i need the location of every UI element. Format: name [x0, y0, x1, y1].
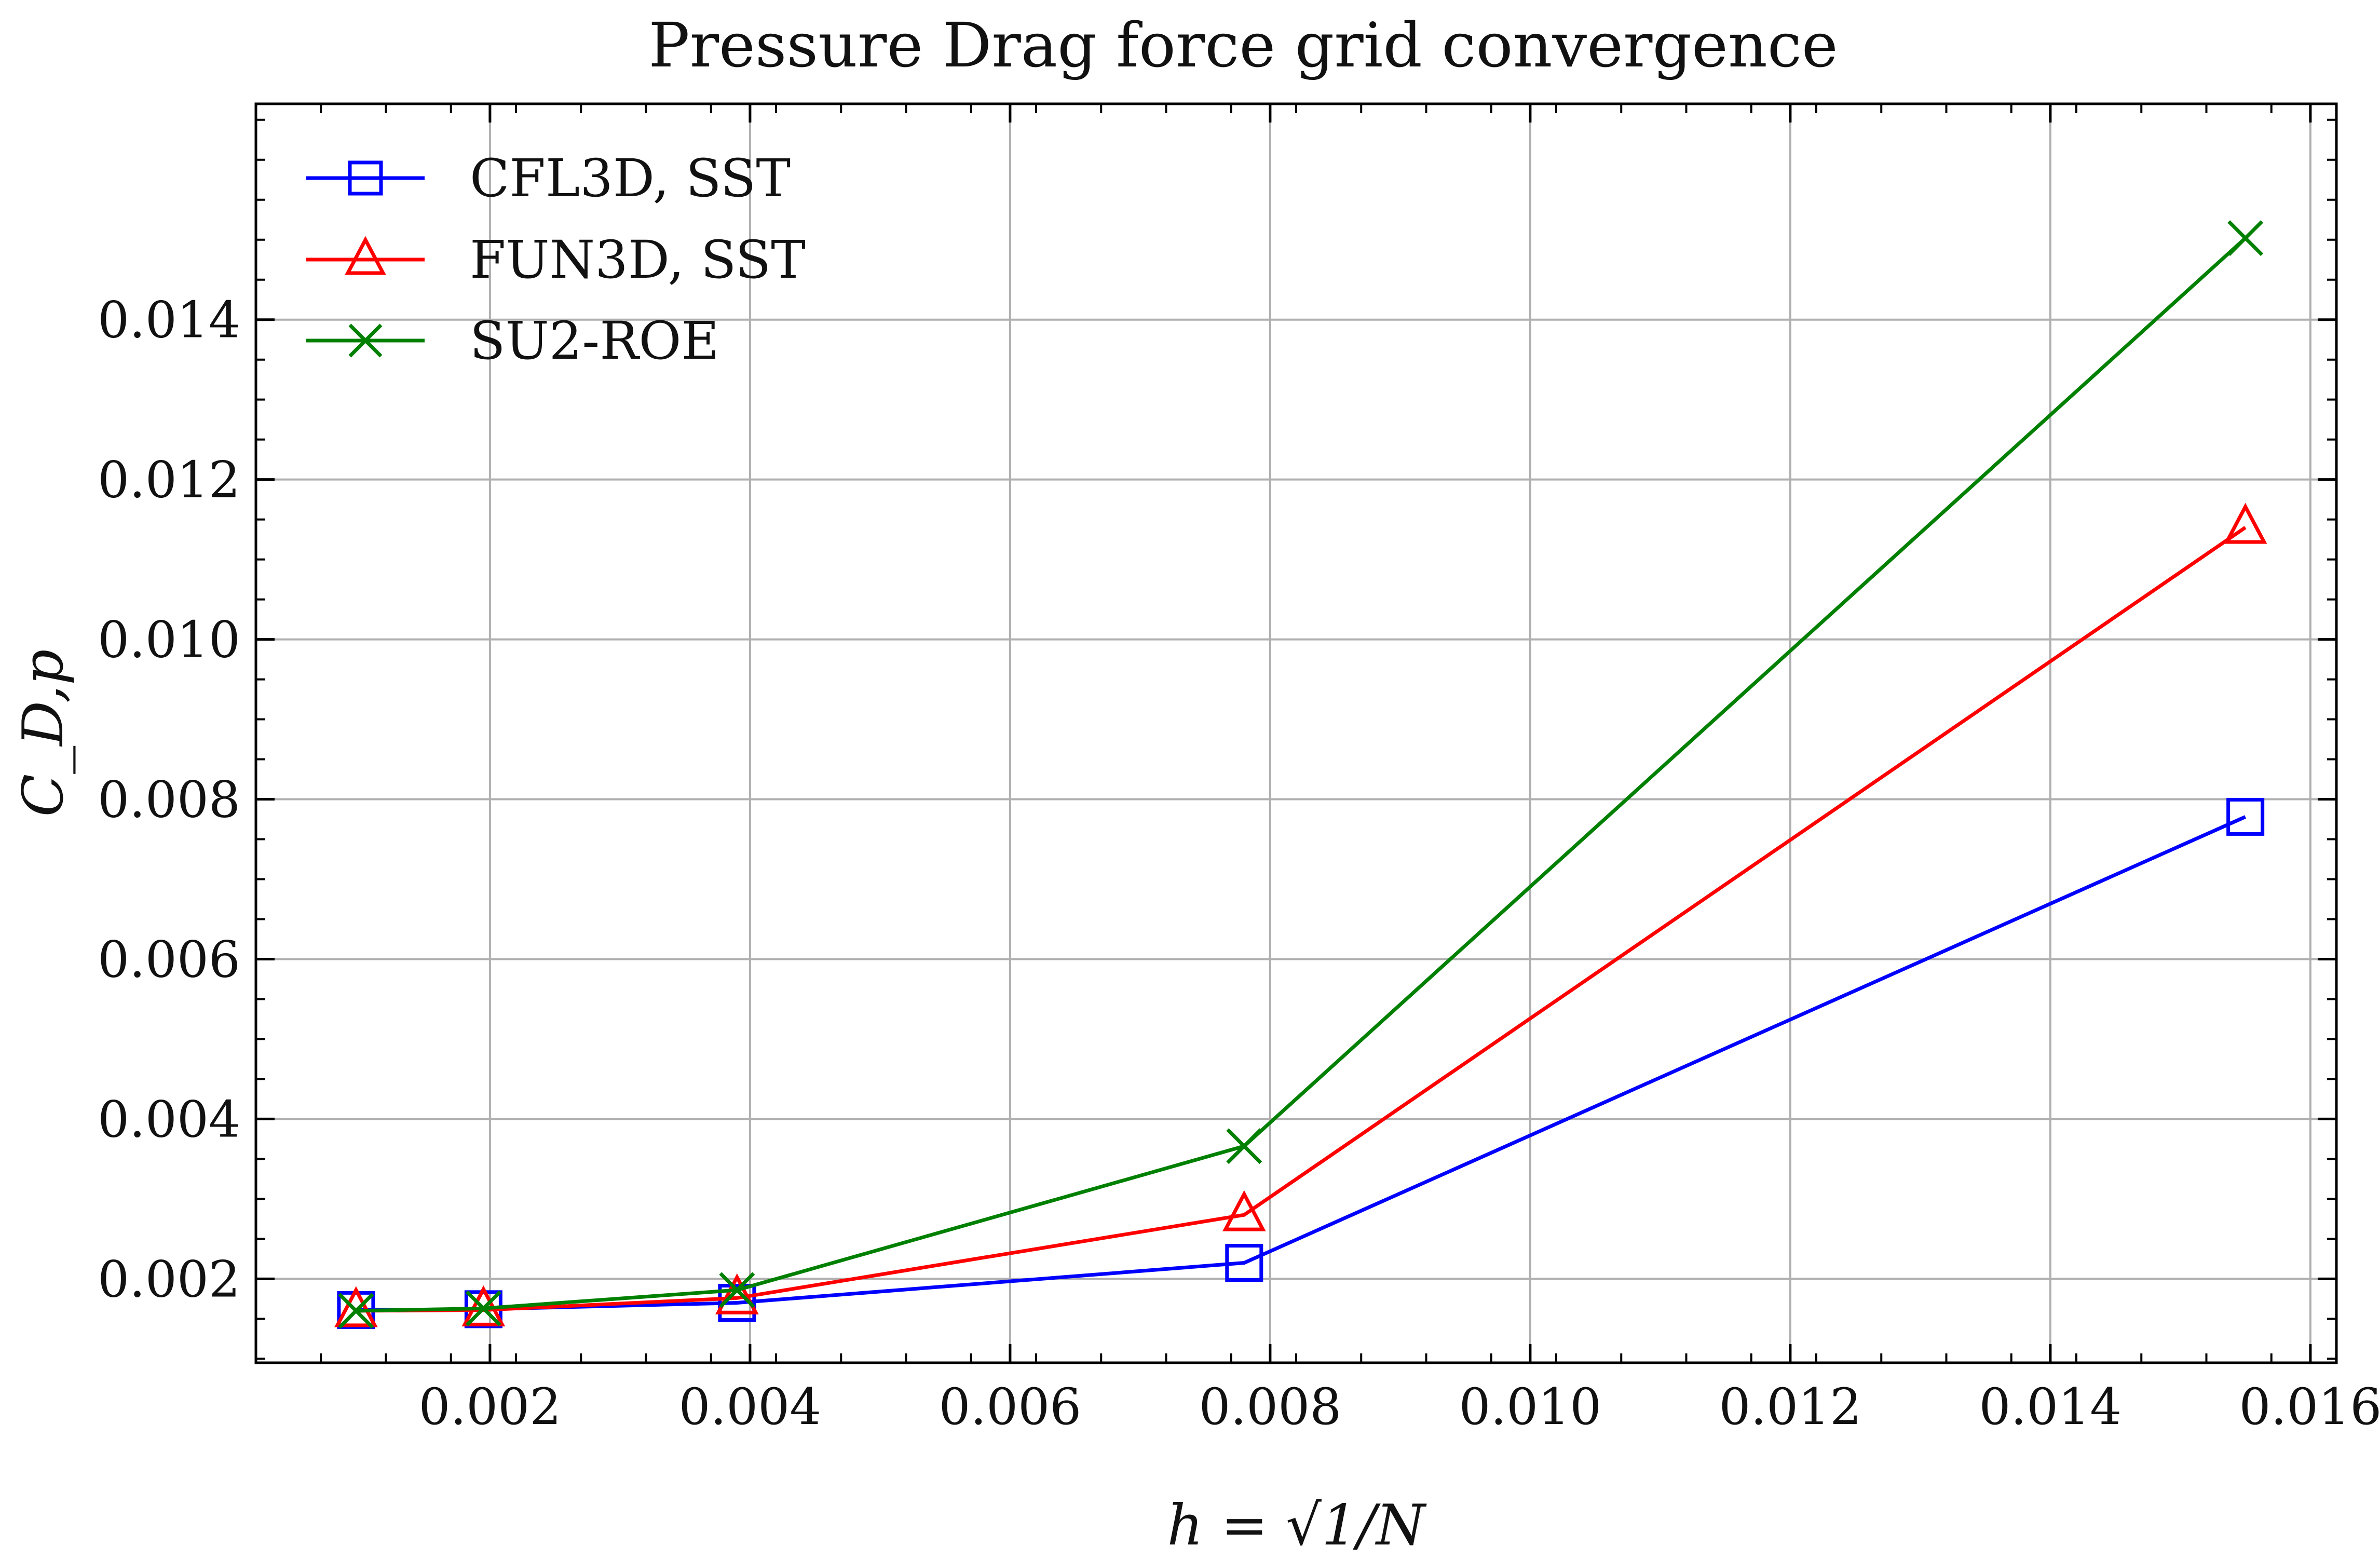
- data-point-square: [718, 1284, 756, 1322]
- legend-entry-fun3d: FUN3D, SST: [306, 229, 806, 290]
- grid-lines: [256, 104, 2336, 1363]
- legend-entry-cfl3d: CFL3D, SST: [306, 148, 791, 209]
- y-axis-label-text: C_D,p: [11, 649, 76, 817]
- data-point-triangle: [2223, 503, 2267, 544]
- data-point-x: [338, 1293, 374, 1329]
- x-axis-label: h = √1/N: [1167, 1493, 1427, 1558]
- y-tick-label: 0.008: [98, 771, 240, 829]
- y-tick-label: 0.010: [98, 611, 240, 669]
- series-3: [338, 220, 2264, 1329]
- x-tick-label: 0.012: [1719, 1378, 1861, 1436]
- y-tick-label: 0.002: [98, 1250, 240, 1308]
- x-tick-label: 0.004: [678, 1378, 821, 1436]
- x-tick-label: 0.006: [939, 1378, 1081, 1436]
- data-point-x: [719, 1272, 755, 1308]
- data-point-x: [1226, 1128, 1262, 1164]
- data-point-square: [2226, 797, 2265, 836]
- legend: CFL3D, SST FUN3D, SST SU2-ROE: [306, 148, 806, 371]
- y-axis-label: C_D,p: [11, 649, 76, 817]
- x-tick-label: 0.008: [1199, 1378, 1341, 1436]
- data-point-x: [2227, 220, 2264, 256]
- tick-labels: 0.002 0.004 0.006 0.008 0.010 0.012 0.014 0.016…: [98, 291, 2380, 1436]
- legend-label-cfl3d: CFL3D, SST: [470, 148, 791, 209]
- y-tick-label: 0.006: [98, 930, 240, 988]
- x-axis-label-text: h = √1/N: [1167, 1493, 1427, 1558]
- series-layer: [334, 220, 2267, 1329]
- x-tick-label: 0.002: [418, 1378, 561, 1436]
- y-tick-label: 0.004: [98, 1090, 240, 1148]
- data-point-triangle: [1222, 1190, 1266, 1231]
- legend-square-marker: [348, 160, 383, 196]
- data-point-triangle: [715, 1273, 759, 1314]
- data-point-x: [465, 1290, 501, 1326]
- y-tick-label: 0.012: [98, 451, 240, 509]
- data-point-square: [1225, 1244, 1263, 1282]
- legend-triangle-marker: [345, 236, 386, 275]
- legend-label-fun3d: FUN3D, SST: [470, 229, 806, 290]
- data-point-triangle: [334, 1286, 378, 1327]
- x-tick-label: 0.010: [1459, 1378, 1601, 1436]
- tick-marks: [255, 104, 2337, 1363]
- chart-title: Pressure Drag force grid convergence: [648, 9, 1838, 81]
- x-tick-label: 0.016: [2239, 1378, 2380, 1436]
- y-tick-label: 0.014: [98, 291, 240, 349]
- legend-entry-su2: SU2-ROE: [306, 310, 719, 371]
- x-tick-label: 0.014: [1979, 1378, 2121, 1436]
- legend-label-su2: SU2-ROE: [470, 310, 719, 371]
- legend-x-marker: [348, 323, 383, 358]
